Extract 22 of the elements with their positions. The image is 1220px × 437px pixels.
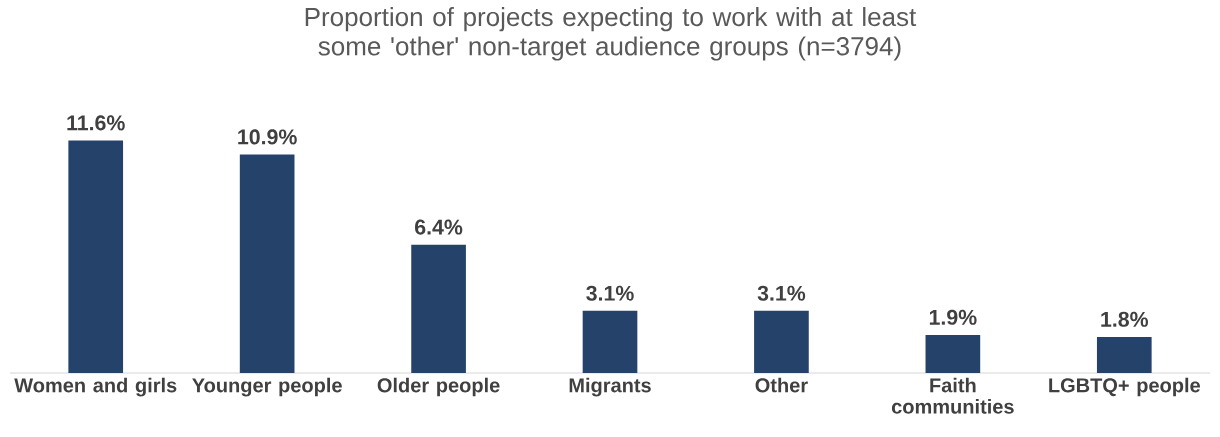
x-tick-label: Younger people	[192, 377, 342, 397]
data-label: 3.1%	[586, 285, 634, 301]
bar	[754, 310, 809, 373]
x-tick-label: Migrants	[569, 377, 651, 397]
bar	[68, 140, 124, 373]
data-label: 1.9%	[929, 309, 977, 325]
bar	[582, 310, 638, 373]
x-tick-label: Faith communities	[891, 377, 1014, 414]
data-label: 11.6%	[67, 115, 125, 131]
data-label: 1.8%	[1101, 311, 1149, 327]
bar	[925, 334, 981, 373]
data-label: 10.9%	[238, 129, 297, 145]
x-tick-label: LGBTQ+ people	[1049, 377, 1200, 397]
data-label: 3.1%	[757, 285, 806, 301]
x-tick-label: Older people	[377, 377, 500, 397]
chart-title: Proportion of projects expecting to work with at least some 'other' non-target audience groups (n=3794)	[305, 7, 917, 61]
bar	[1096, 336, 1152, 373]
bar	[239, 154, 295, 373]
x-tick-label: Women and girls	[14, 377, 177, 397]
bar	[411, 244, 466, 373]
x-tick-label: Other	[755, 377, 808, 393]
data-label: 6.4%	[415, 219, 463, 235]
